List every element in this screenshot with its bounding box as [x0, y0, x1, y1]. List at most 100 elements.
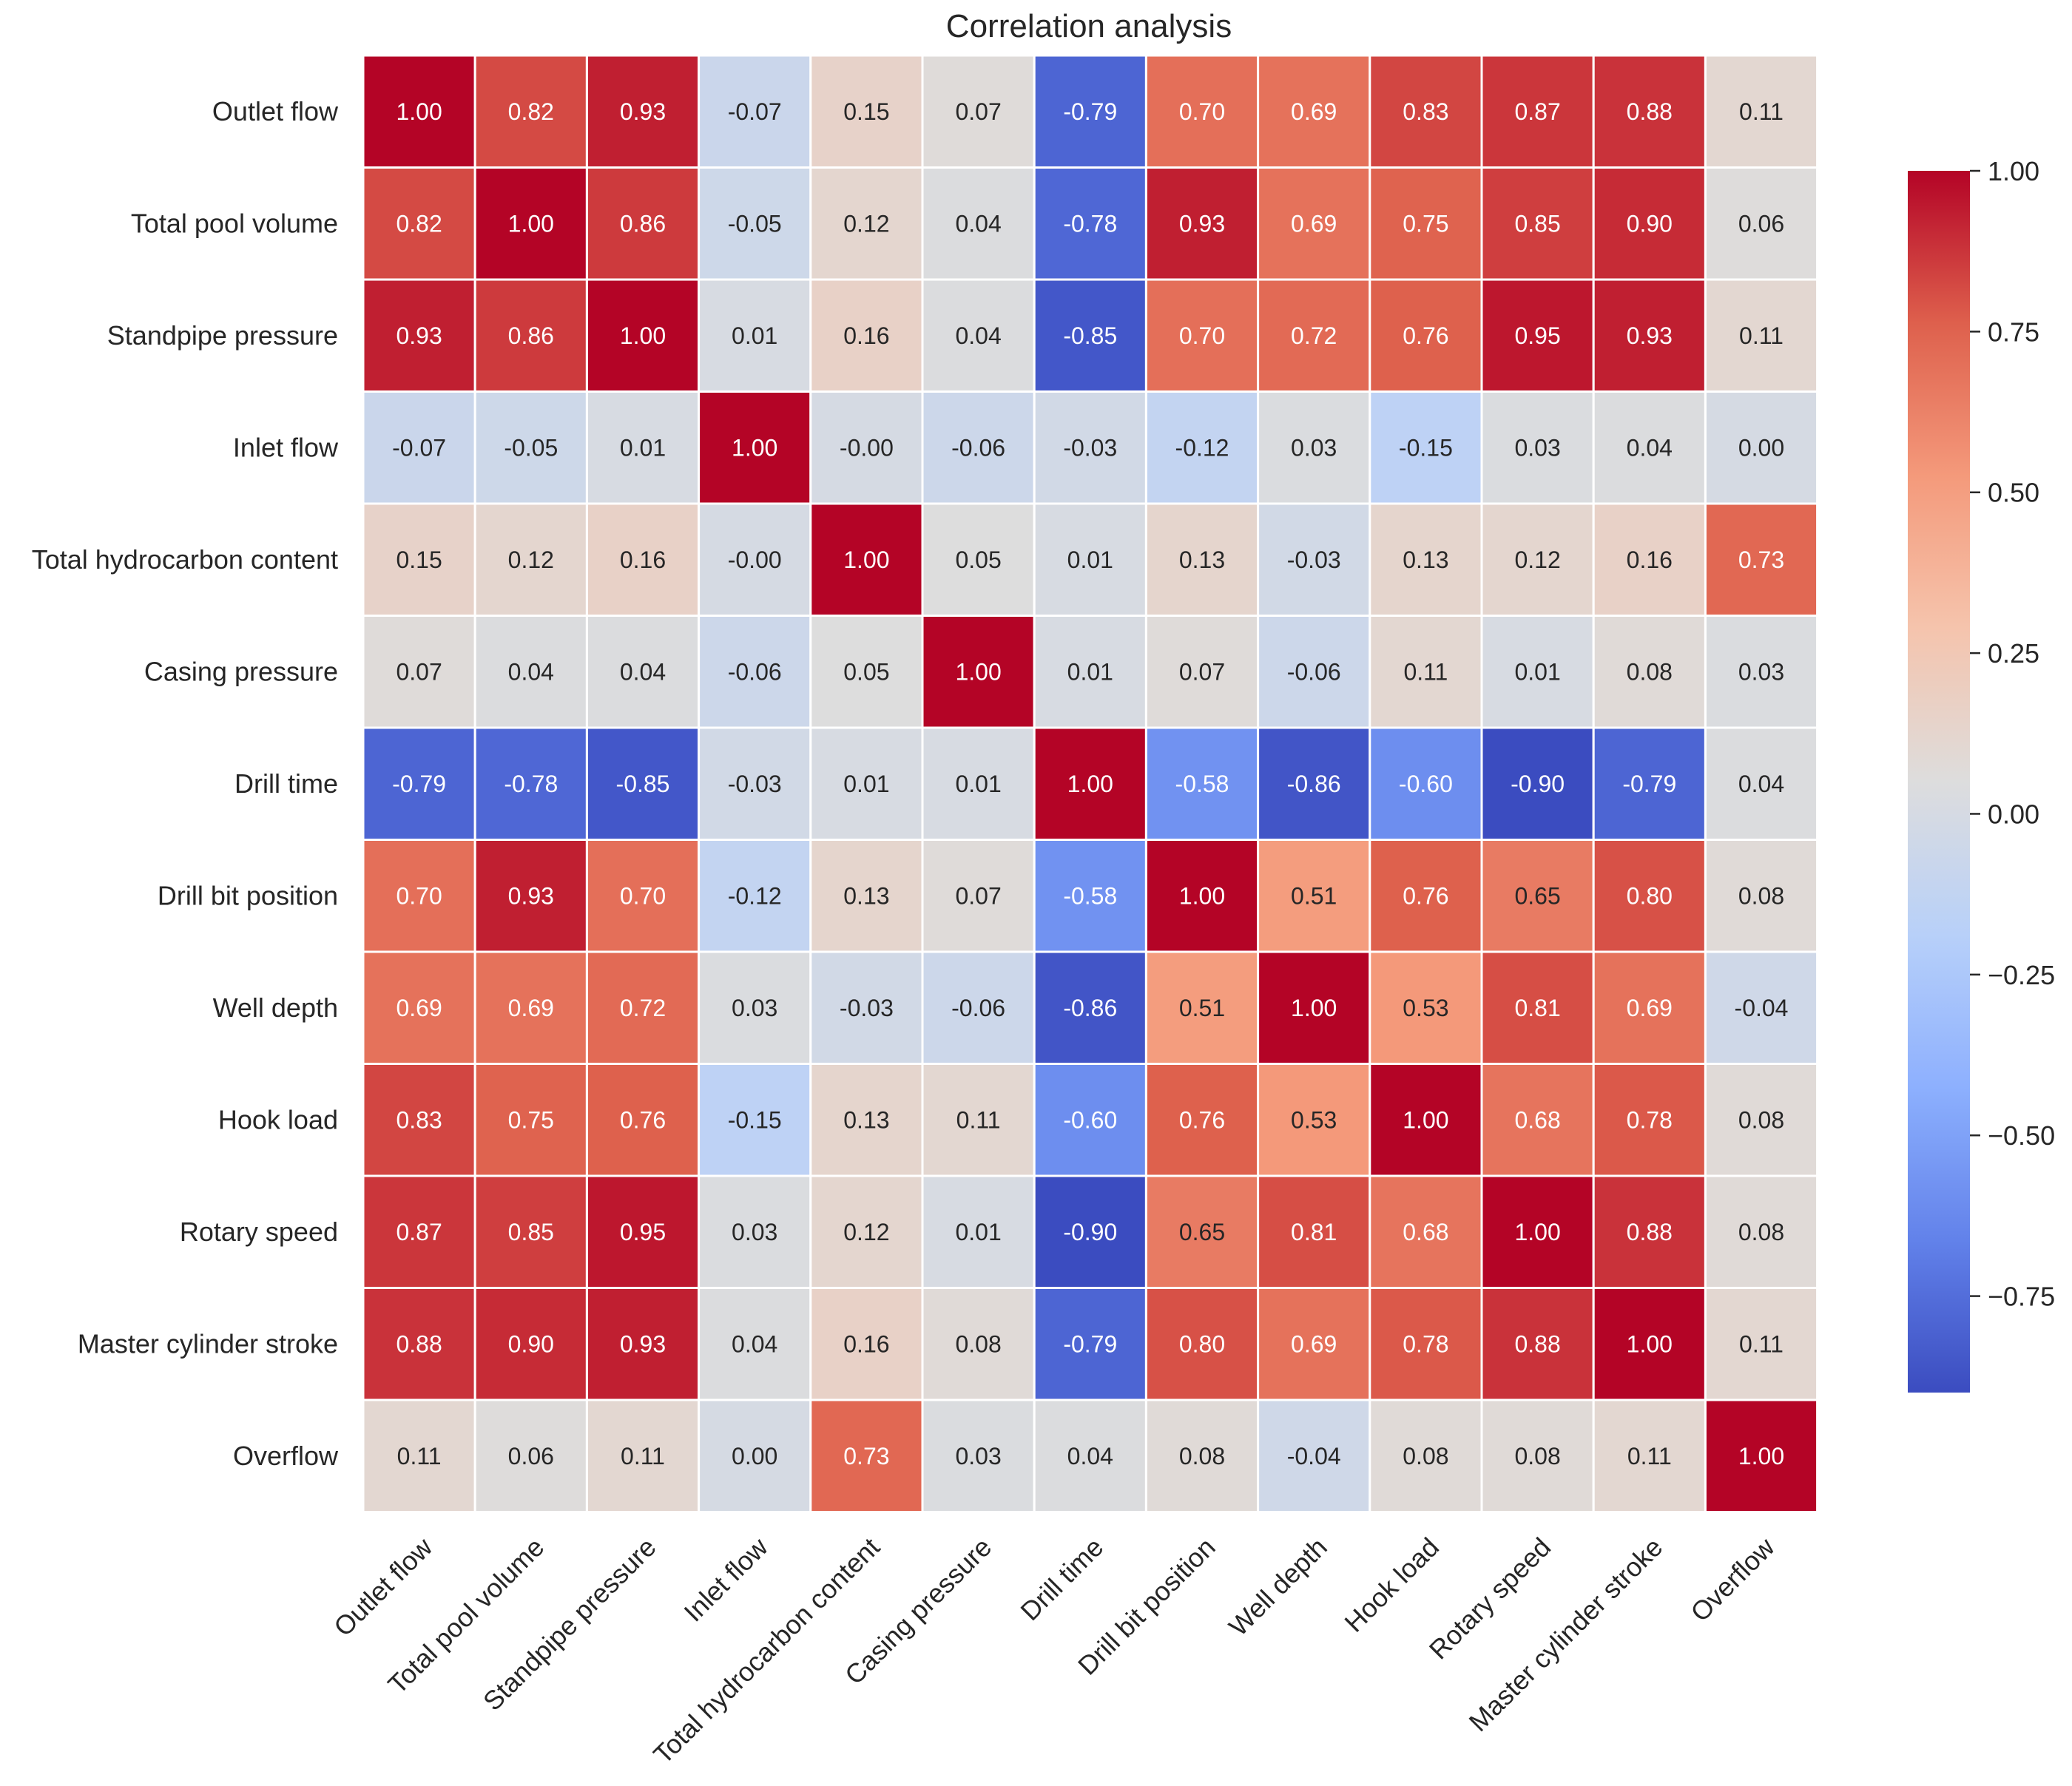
- heatmap-cell-11-7: [1144, 1287, 1260, 1401]
- heatmap-cell-0-0: [362, 54, 476, 169]
- cell-value-label-10-8: 0.81: [1291, 1219, 1337, 1245]
- cell-value-label-7-12: 0.08: [1738, 882, 1784, 909]
- cell-value-label-0-7: 0.70: [1179, 98, 1225, 125]
- colorbar-tick-label-1: 0.75: [1988, 317, 2039, 347]
- cell-value-label-12-10: 0.08: [1514, 1443, 1560, 1469]
- heatmap-cell-2-4: [809, 278, 924, 393]
- heatmap-cell-9-2: [585, 1063, 701, 1177]
- heatmap-cell-3-2: [585, 390, 701, 505]
- heatmap-cell-8-5: [921, 950, 1036, 1065]
- cell-value-label-4-10: 0.12: [1514, 547, 1560, 573]
- cell-value-label-0-8: 0.69: [1291, 98, 1337, 125]
- cell-value-label-1-8: 0.69: [1291, 210, 1337, 237]
- cell-value-label-1-0: 0.82: [396, 210, 442, 237]
- cell-value-label-10-2: 0.95: [620, 1219, 666, 1245]
- cell-value-label-1-11: 0.90: [1627, 210, 1673, 237]
- heatmap-cell-11-11: [1592, 1287, 1707, 1401]
- cell-value-label-12-1: 0.06: [508, 1443, 554, 1469]
- heatmap-cell-8-8: [1257, 950, 1371, 1065]
- cell-value-label-0-5: 0.07: [955, 98, 1001, 125]
- cell-value-label-4-4: 1.00: [843, 547, 889, 573]
- cell-value-label-7-2: 0.70: [620, 882, 666, 909]
- heatmap-cell-9-11: [1592, 1063, 1707, 1177]
- cell-value-label-1-4: 0.12: [843, 210, 889, 237]
- cell-value-label-12-6: 0.04: [1067, 1443, 1113, 1469]
- cell-value-label-1-7: 0.93: [1179, 210, 1225, 237]
- heatmap-cell-12-6: [1033, 1398, 1147, 1513]
- heatmap-cell-4-2: [585, 502, 701, 617]
- cell-value-label-11-9: 0.78: [1403, 1330, 1448, 1357]
- heatmap-cell-3-3: [698, 390, 812, 505]
- cell-value-label-2-4: 0.16: [843, 322, 889, 349]
- cell-value-label-9-10: 0.68: [1514, 1106, 1560, 1133]
- cell-value-label-4-5: 0.05: [955, 547, 1001, 573]
- heatmap-cell-4-8: [1257, 502, 1371, 617]
- cell-value-label-2-12: 0.11: [1739, 322, 1784, 349]
- heatmap-cell-0-9: [1369, 54, 1483, 169]
- cell-value-label-4-11: 0.16: [1627, 547, 1673, 573]
- cell-value-label-2-6: -0.85: [1063, 322, 1117, 349]
- colorbar-tick-label-4: 0.00: [1988, 799, 2039, 829]
- heatmap-cell-1-9: [1369, 166, 1483, 281]
- cell-value-label-0-4: 0.15: [843, 98, 889, 125]
- heatmap-cell-7-5: [921, 839, 1036, 953]
- y-tick-label-8: Well depth: [213, 992, 338, 1023]
- cell-value-label-11-6: -0.79: [1063, 1330, 1117, 1357]
- heatmap-cell-9-9: [1369, 1063, 1483, 1177]
- colorbar-tick-label-7: −0.75: [1988, 1282, 2055, 1312]
- heatmap-cell-5-11: [1592, 615, 1707, 729]
- x-tick-label-4: Total hydrocarbon content: [647, 1532, 885, 1770]
- heatmap-cell-5-0: [362, 615, 476, 729]
- heatmap-cell-0-2: [585, 54, 701, 169]
- heatmap-cell-11-2: [585, 1287, 701, 1401]
- cell-value-label-10-10: 1.00: [1514, 1219, 1560, 1245]
- heatmap-cell-4-0: [362, 502, 476, 617]
- x-tick-label-11: Master cylinder stroke: [1462, 1532, 1668, 1737]
- heatmap-cell-7-4: [809, 839, 924, 953]
- cell-value-label-6-9: -0.60: [1399, 771, 1453, 797]
- cell-value-label-7-7: 1.00: [1179, 882, 1225, 909]
- cell-value-label-9-1: 0.75: [508, 1106, 554, 1133]
- heatmap-cell-5-9: [1369, 615, 1483, 729]
- cell-value-label-5-10: 0.01: [1514, 658, 1560, 685]
- cell-value-label-2-2: 1.00: [620, 322, 666, 349]
- cell-value-label-5-0: 0.07: [396, 658, 442, 685]
- cell-value-label-8-8: 1.00: [1291, 995, 1337, 1021]
- cell-value-label-4-9: 0.13: [1403, 547, 1448, 573]
- cell-value-label-10-4: 0.12: [843, 1219, 889, 1245]
- cell-value-label-7-5: 0.07: [955, 882, 1001, 909]
- heatmap-cell-7-3: [698, 839, 812, 953]
- cell-value-label-2-11: 0.93: [1627, 322, 1673, 349]
- cell-value-label-4-2: 0.16: [620, 547, 666, 573]
- heatmap-cell-0-7: [1144, 54, 1260, 169]
- colorbar-tick-label-5: −0.25: [1988, 960, 2055, 990]
- heatmap-cell-6-4: [809, 726, 924, 841]
- heatmap-cell-4-12: [1704, 502, 1819, 617]
- cell-value-label-12-9: 0.08: [1403, 1443, 1448, 1469]
- cell-value-label-3-2: 0.01: [620, 434, 666, 461]
- cell-value-label-10-0: 0.87: [396, 1219, 442, 1245]
- heatmap-cell-3-10: [1480, 390, 1595, 505]
- heatmap-cell-0-1: [473, 54, 588, 169]
- cell-value-label-8-11: 0.69: [1627, 995, 1673, 1021]
- heatmap-cell-0-5: [921, 54, 1036, 169]
- heatmap-cell-8-2: [585, 950, 701, 1065]
- heatmap-cell-10-11: [1592, 1174, 1707, 1289]
- heatmap-cell-1-4: [809, 166, 924, 281]
- cell-value-label-9-2: 0.76: [620, 1106, 666, 1133]
- heatmap-cell-12-11: [1592, 1398, 1707, 1513]
- cell-value-label-3-5: -0.06: [951, 434, 1005, 461]
- cell-value-label-3-1: -0.05: [504, 434, 558, 461]
- heatmap-cell-2-0: [362, 278, 476, 393]
- cell-value-label-11-10: 0.88: [1514, 1330, 1560, 1357]
- cell-value-label-0-10: 0.87: [1514, 98, 1560, 125]
- heatmap-cell-4-6: [1033, 502, 1147, 617]
- cell-value-label-12-12: 1.00: [1738, 1443, 1784, 1469]
- cell-value-label-3-8: 0.03: [1291, 434, 1337, 461]
- heatmap-cell-8-10: [1480, 950, 1595, 1065]
- cell-value-label-8-4: -0.03: [840, 995, 894, 1021]
- heatmap-cell-9-0: [362, 1063, 476, 1177]
- y-tick-label-1: Total pool volume: [131, 208, 338, 238]
- heatmap-cell-5-12: [1704, 615, 1819, 729]
- heatmap-cell-8-0: [362, 950, 476, 1065]
